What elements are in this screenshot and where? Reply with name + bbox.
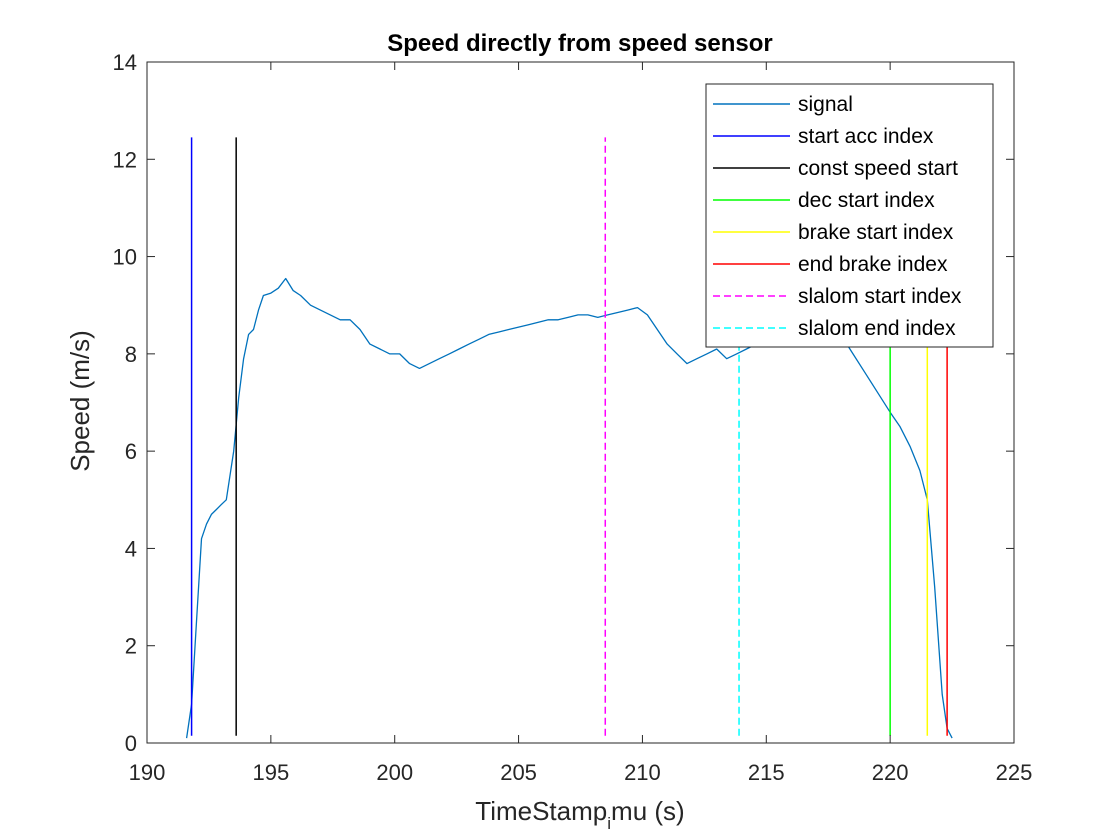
- y-tick-label: 12: [113, 147, 137, 172]
- x-tick-label: 215: [748, 760, 785, 785]
- y-axis-title: Speed (m/s): [65, 330, 95, 472]
- axes: Speed directly from speed sensor Speed (…: [65, 30, 1032, 833]
- x-axis-title-subscript: i: [607, 814, 611, 833]
- legend-label: slalom start index: [798, 285, 962, 308]
- x-tick-label: 195: [252, 760, 289, 785]
- y-tick-label: 14: [113, 50, 137, 75]
- y-tick-label: 2: [125, 634, 137, 659]
- chart-title: Speed directly from speed sensor: [387, 30, 772, 57]
- x-axis-title-rest: mu (s): [611, 796, 685, 826]
- legend-label: slalom end index: [798, 317, 956, 340]
- legend-label: const speed start: [798, 157, 958, 180]
- x-tick-label: 225: [996, 760, 1033, 785]
- x-axis-title-main: TimeStamp: [475, 796, 607, 826]
- x-tick-label: 205: [500, 760, 537, 785]
- legend-label: start acc index: [798, 125, 934, 148]
- y-tick-label: 6: [125, 439, 137, 464]
- y-tick-label: 8: [125, 342, 137, 367]
- legend-label: end brake index: [798, 253, 948, 276]
- y-tick-label: 0: [125, 731, 137, 756]
- legend-label: dec start index: [798, 189, 935, 212]
- legend-label: signal: [798, 93, 853, 116]
- y-tick-label: 10: [113, 245, 137, 270]
- legend-box: [705, 83, 994, 348]
- x-tick-label: 220: [872, 760, 909, 785]
- axes-box: [146, 61, 1015, 744]
- x-tick-label: 190: [129, 760, 166, 785]
- x-tick-label: 210: [624, 760, 661, 785]
- x-tick-label: 200: [376, 760, 413, 785]
- legend-label: brake start index: [798, 221, 954, 244]
- legend: signal start acc index const speed start de…: [705, 83, 994, 348]
- x-axis-title: TimeStampimu (s): [475, 796, 684, 833]
- y-tick-label: 4: [125, 536, 137, 561]
